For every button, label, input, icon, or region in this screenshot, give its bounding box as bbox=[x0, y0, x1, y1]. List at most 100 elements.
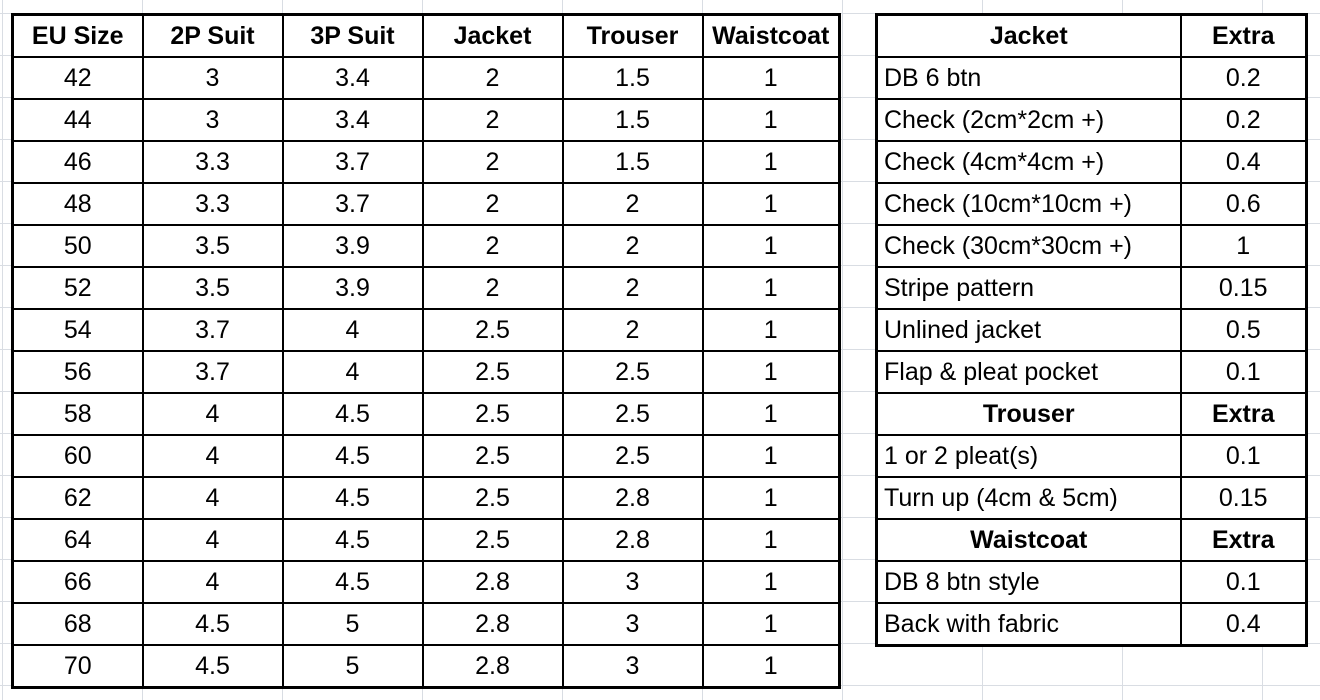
cell-jacket[interactable]: 2.5 bbox=[421, 350, 564, 394]
cell-eu-size[interactable]: 44 bbox=[11, 98, 144, 142]
cell-3p-suit[interactable]: 4 bbox=[281, 350, 424, 394]
cell-eu-size[interactable]: 52 bbox=[11, 266, 144, 310]
cell-3p-suit[interactable]: 4.5 bbox=[281, 560, 424, 604]
extras-value[interactable]: 0.6 bbox=[1179, 182, 1308, 226]
cell-eu-size[interactable]: 60 bbox=[11, 434, 144, 478]
extras-value[interactable]: 1 bbox=[1179, 224, 1308, 268]
cell-3p-suit[interactable]: 3.4 bbox=[281, 56, 424, 100]
cell-waistcoat[interactable]: 1 bbox=[701, 518, 841, 562]
cell-waistcoat[interactable]: 1 bbox=[701, 350, 841, 394]
header-waistcoat[interactable]: Waistcoat bbox=[701, 13, 841, 58]
cell-eu-size[interactable]: 66 bbox=[11, 560, 144, 604]
cell-waistcoat[interactable]: 1 bbox=[701, 392, 841, 436]
cell-3p-suit[interactable]: 5 bbox=[281, 602, 424, 646]
cell-3p-suit[interactable]: 4.5 bbox=[281, 392, 424, 436]
cell-jacket[interactable]: 2.5 bbox=[421, 392, 564, 436]
extras-option[interactable]: Check (4cm*4cm +) bbox=[875, 140, 1182, 184]
cell-jacket[interactable]: 2 bbox=[421, 266, 564, 310]
cell-waistcoat[interactable]: 1 bbox=[701, 434, 841, 478]
cell-2p-suit[interactable]: 3 bbox=[141, 98, 284, 142]
extras-section-header[interactable]: Waistcoat bbox=[875, 518, 1182, 562]
cell-jacket[interactable]: 2.5 bbox=[421, 476, 564, 520]
extras-section-header[interactable]: Trouser bbox=[875, 392, 1182, 436]
cell-waistcoat[interactable]: 1 bbox=[701, 224, 841, 268]
extras-value[interactable]: 0.5 bbox=[1179, 308, 1308, 352]
extras-option[interactable]: DB 6 btn bbox=[875, 56, 1182, 100]
extras-option[interactable]: Back with fabric bbox=[875, 602, 1182, 647]
cell-eu-size[interactable]: 62 bbox=[11, 476, 144, 520]
extras-value[interactable]: 0.1 bbox=[1179, 560, 1308, 604]
cell-eu-size[interactable]: 50 bbox=[11, 224, 144, 268]
header-2p-suit[interactable]: 2P Suit bbox=[141, 13, 284, 58]
cell-2p-suit[interactable]: 3.3 bbox=[141, 182, 284, 226]
cell-eu-size[interactable]: 56 bbox=[11, 350, 144, 394]
extras-section-header[interactable]: Jacket bbox=[875, 13, 1182, 58]
cell-2p-suit[interactable]: 4 bbox=[141, 476, 284, 520]
cell-trouser[interactable]: 2 bbox=[561, 182, 704, 226]
cell-jacket[interactable]: 2.8 bbox=[421, 644, 564, 689]
cell-trouser[interactable]: 3 bbox=[561, 644, 704, 689]
cell-waistcoat[interactable]: 1 bbox=[701, 476, 841, 520]
cell-waistcoat[interactable]: 1 bbox=[701, 56, 841, 100]
cell-2p-suit[interactable]: 3 bbox=[141, 56, 284, 100]
cell-2p-suit[interactable]: 3.7 bbox=[141, 308, 284, 352]
cell-2p-suit[interactable]: 4 bbox=[141, 434, 284, 478]
cell-eu-size[interactable]: 54 bbox=[11, 308, 144, 352]
cell-2p-suit[interactable]: 3.3 bbox=[141, 140, 284, 184]
cell-trouser[interactable]: 1.5 bbox=[561, 140, 704, 184]
cell-2p-suit[interactable]: 3.7 bbox=[141, 350, 284, 394]
extras-value[interactable]: 0.1 bbox=[1179, 434, 1308, 478]
cell-waistcoat[interactable]: 1 bbox=[701, 182, 841, 226]
extras-extra-header[interactable]: Extra bbox=[1179, 518, 1308, 562]
cell-trouser[interactable]: 2 bbox=[561, 308, 704, 352]
cell-waistcoat[interactable]: 1 bbox=[701, 644, 841, 689]
cell-trouser[interactable]: 2.8 bbox=[561, 518, 704, 562]
extras-option[interactable]: Check (30cm*30cm +) bbox=[875, 224, 1182, 268]
cell-trouser[interactable]: 3 bbox=[561, 602, 704, 646]
cell-jacket[interactable]: 2 bbox=[421, 56, 564, 100]
header-trouser[interactable]: Trouser bbox=[561, 13, 704, 58]
cell-eu-size[interactable]: 58 bbox=[11, 392, 144, 436]
cell-2p-suit[interactable]: 3.5 bbox=[141, 224, 284, 268]
cell-jacket[interactable]: 2 bbox=[421, 182, 564, 226]
cell-eu-size[interactable]: 64 bbox=[11, 518, 144, 562]
cell-3p-suit[interactable]: 3.9 bbox=[281, 266, 424, 310]
cell-eu-size[interactable]: 68 bbox=[11, 602, 144, 646]
cell-eu-size[interactable]: 46 bbox=[11, 140, 144, 184]
extras-option[interactable]: Unlined jacket bbox=[875, 308, 1182, 352]
cell-3p-suit[interactable]: 5 bbox=[281, 644, 424, 689]
extras-value[interactable]: 0.2 bbox=[1179, 56, 1308, 100]
cell-waistcoat[interactable]: 1 bbox=[701, 560, 841, 604]
cell-trouser[interactable]: 2.5 bbox=[561, 350, 704, 394]
extras-option[interactable]: Check (10cm*10cm +) bbox=[875, 182, 1182, 226]
extras-value[interactable]: 0.15 bbox=[1179, 476, 1308, 520]
extras-option[interactable]: DB 8 btn style bbox=[875, 560, 1182, 604]
cell-2p-suit[interactable]: 4 bbox=[141, 518, 284, 562]
cell-trouser[interactable]: 2.5 bbox=[561, 392, 704, 436]
cell-3p-suit[interactable]: 3.9 bbox=[281, 224, 424, 268]
extras-option[interactable]: Stripe pattern bbox=[875, 266, 1182, 310]
extras-value[interactable]: 0.1 bbox=[1179, 350, 1308, 394]
extras-option[interactable]: 1 or 2 pleat(s) bbox=[875, 434, 1182, 478]
header-eu-size[interactable]: EU Size bbox=[11, 13, 144, 58]
cell-2p-suit[interactable]: 4 bbox=[141, 392, 284, 436]
cell-2p-suit[interactable]: 4 bbox=[141, 560, 284, 604]
extras-value[interactable]: 0.2 bbox=[1179, 98, 1308, 142]
cell-trouser[interactable]: 2 bbox=[561, 224, 704, 268]
cell-trouser[interactable]: 1.5 bbox=[561, 56, 704, 100]
cell-trouser[interactable]: 2 bbox=[561, 266, 704, 310]
extras-value[interactable]: 0.4 bbox=[1179, 140, 1308, 184]
cell-jacket[interactable]: 2 bbox=[421, 140, 564, 184]
cell-eu-size[interactable]: 70 bbox=[11, 644, 144, 689]
extras-extra-header[interactable]: Extra bbox=[1179, 392, 1308, 436]
extras-value[interactable]: 0.4 bbox=[1179, 602, 1308, 647]
cell-waistcoat[interactable]: 1 bbox=[701, 602, 841, 646]
cell-3p-suit[interactable]: 4.5 bbox=[281, 518, 424, 562]
header-3p-suit[interactable]: 3P Suit bbox=[281, 13, 424, 58]
extras-option[interactable]: Flap & pleat pocket bbox=[875, 350, 1182, 394]
cell-3p-suit[interactable]: 3.7 bbox=[281, 182, 424, 226]
cell-jacket[interactable]: 2 bbox=[421, 98, 564, 142]
cell-trouser[interactable]: 2.5 bbox=[561, 434, 704, 478]
cell-jacket[interactable]: 2 bbox=[421, 224, 564, 268]
cell-waistcoat[interactable]: 1 bbox=[701, 308, 841, 352]
